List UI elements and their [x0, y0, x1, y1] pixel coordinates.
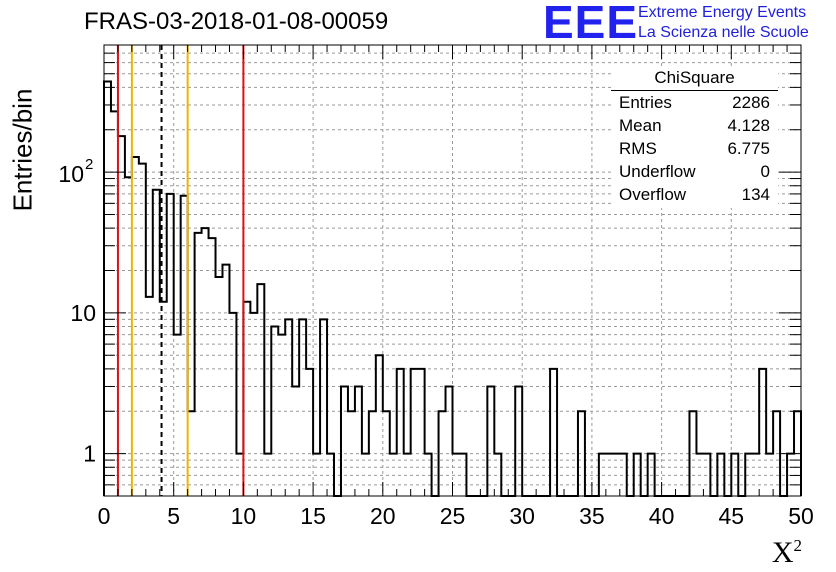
- logo-caption-line1: Extreme Energy Events: [638, 4, 807, 21]
- eee-logo-mark: EEE: [543, 0, 639, 48]
- chart-title: FRAS-03-2018-01-08-00059: [84, 8, 389, 35]
- x-tick-label: 25: [440, 503, 466, 529]
- stats-box-divider: [611, 90, 778, 91]
- x-axis-label: X2: [772, 536, 802, 570]
- y-tick-label: 1: [83, 441, 96, 467]
- stats-value: 6.775: [727, 139, 770, 158]
- y-tick-label: 10: [58, 161, 84, 187]
- x-tick-label: 50: [788, 503, 814, 529]
- stats-row-mean: Mean 4.128: [619, 116, 770, 139]
- stats-value: 2286: [732, 93, 770, 112]
- stats-label: Mean: [619, 116, 662, 135]
- x-tick-label: 5: [167, 503, 180, 529]
- y-tick-label: 10: [70, 300, 96, 326]
- x-tick-label: 40: [649, 503, 675, 529]
- stats-row-rms: RMS 6.775: [619, 139, 770, 162]
- x-tick-label: 20: [370, 503, 396, 529]
- x-tick-label: 0: [98, 503, 111, 529]
- stats-label: Entries: [619, 93, 672, 112]
- x-tick-label: 30: [509, 503, 535, 529]
- stats-value: 134: [741, 185, 770, 204]
- stats-box: ChiSquare Entries 2286 Mean 4.128 RMS 6.…: [611, 68, 778, 208]
- eee-logo: EEE Extreme Energy Events La Scienza nel…: [543, 0, 828, 48]
- stats-row-overflow: Overflow 134: [619, 185, 770, 208]
- stats-label: RMS: [619, 139, 657, 158]
- stats-label: Underflow: [619, 162, 696, 181]
- stats-box-title: ChiSquare: [654, 68, 735, 87]
- histogram-series: [103, 80, 802, 497]
- x-axis-label-superscript: 2: [793, 536, 803, 555]
- y-tick-label-exponent: 2: [85, 156, 93, 173]
- logo-caption-line2: La Scienza nelle Scuole: [638, 24, 809, 41]
- stats-row-entries: Entries 2286: [619, 93, 770, 116]
- stats-value: 4.128: [727, 116, 770, 135]
- stats-value: 0: [760, 162, 770, 181]
- x-tick-label: 45: [719, 503, 745, 529]
- x-tick-label: 15: [300, 503, 326, 529]
- x-tick-label: 35: [579, 503, 605, 529]
- x-axis-label-text: X: [771, 536, 794, 569]
- stats-row-underflow: Underflow 0: [619, 162, 770, 185]
- x-tick-label: 10: [231, 503, 257, 529]
- stats-label: Overflow: [619, 185, 687, 204]
